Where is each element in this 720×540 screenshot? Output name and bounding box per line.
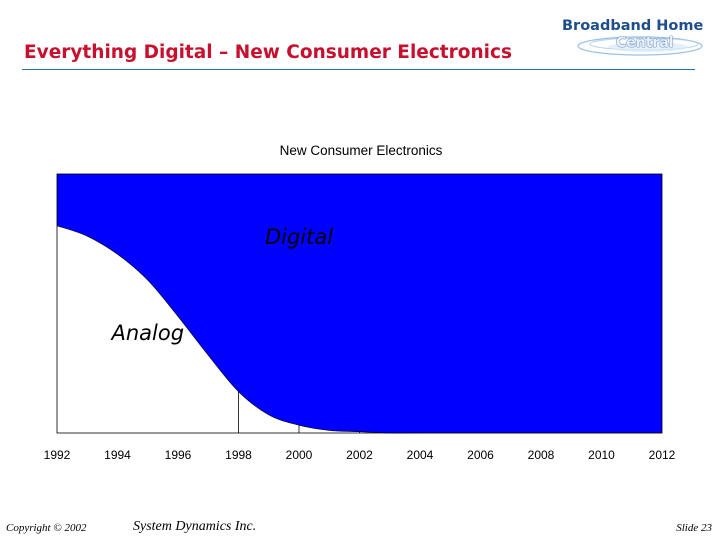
chart-title: New Consumer Electronics xyxy=(280,143,443,158)
footer-copyright: Copyright © 2002 xyxy=(6,522,87,534)
x-tick-label: 2002 xyxy=(346,448,373,462)
series-label-digital: Digital xyxy=(265,225,333,249)
logo-text-line2: Central xyxy=(616,35,674,51)
logo-swirl-icon xyxy=(577,36,703,56)
footer-company: System Dynamics Inc. xyxy=(133,519,257,534)
slide-title: Everything Digital – New Consumer Electr… xyxy=(24,42,512,63)
x-tick-label: 2008 xyxy=(528,448,555,462)
x-tick-label: 2006 xyxy=(467,448,494,462)
x-tick-label: 2000 xyxy=(286,448,313,462)
x-tick-label: 1998 xyxy=(225,448,252,462)
footer-slide-number: Slide 23 xyxy=(676,522,712,534)
x-tick-label: 2012 xyxy=(649,448,676,462)
x-tick-label: 1992 xyxy=(44,448,71,462)
company-logo: Broadband Home Central xyxy=(552,16,712,60)
digital-area xyxy=(57,174,662,434)
plot-frame xyxy=(56,173,663,434)
title-rule xyxy=(22,69,695,70)
series-label-analog: Analog xyxy=(109,321,184,345)
x-tick-label: 2010 xyxy=(588,448,615,462)
logo-text-line1: Broadband Home xyxy=(562,18,704,34)
x-tick-label: 2004 xyxy=(407,448,434,462)
x-tick-label: 1994 xyxy=(104,448,131,462)
x-tick-label: 1996 xyxy=(165,448,192,462)
x-axis-ticks: 1992 1994 1996 1998 2000 2002 2004 2006 2008 2010… xyxy=(44,448,676,462)
